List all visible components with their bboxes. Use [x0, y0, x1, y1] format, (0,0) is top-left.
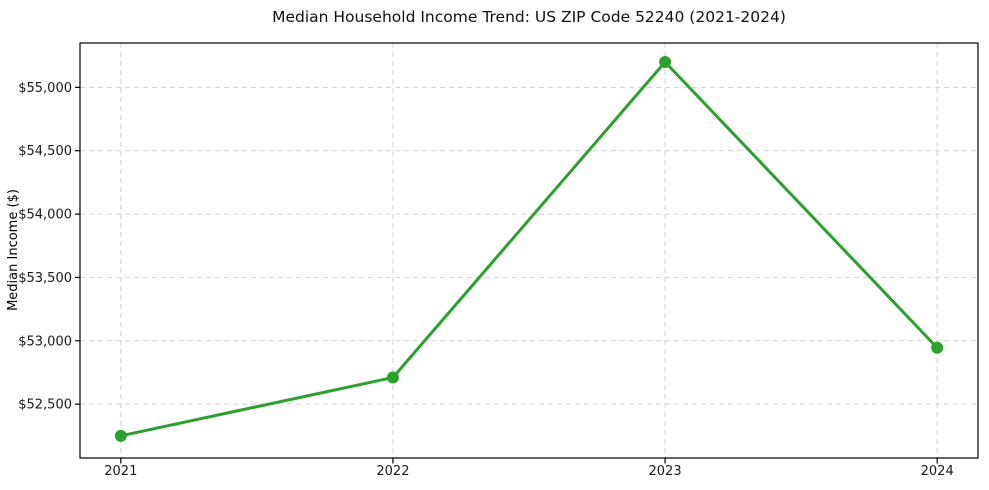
data-point-marker [386, 371, 399, 384]
data-point-marker [931, 341, 944, 354]
y-tick-label: $55,000 [18, 81, 72, 96]
data-point-marker [659, 56, 672, 69]
y-tick-label: $53,500 [18, 271, 72, 286]
x-tick-label: 2021 [104, 464, 137, 479]
x-tick-label: 2023 [649, 464, 682, 479]
trend-line [119, 60, 939, 438]
x-tick-label: 2024 [921, 464, 954, 479]
y-axis-label: Median Income ($) [6, 189, 21, 311]
plot-border [79, 42, 979, 459]
data-point-marker [114, 429, 127, 442]
x-tick-label: 2022 [376, 464, 409, 479]
y-tick-label: $53,000 [18, 334, 72, 349]
y-tick-label: $52,500 [18, 398, 72, 413]
chart-title: Median Household Income Trend: US ZIP Co… [272, 8, 786, 26]
y-tick-label: $54,000 [18, 208, 72, 223]
y-tick-label: $54,500 [18, 144, 72, 159]
